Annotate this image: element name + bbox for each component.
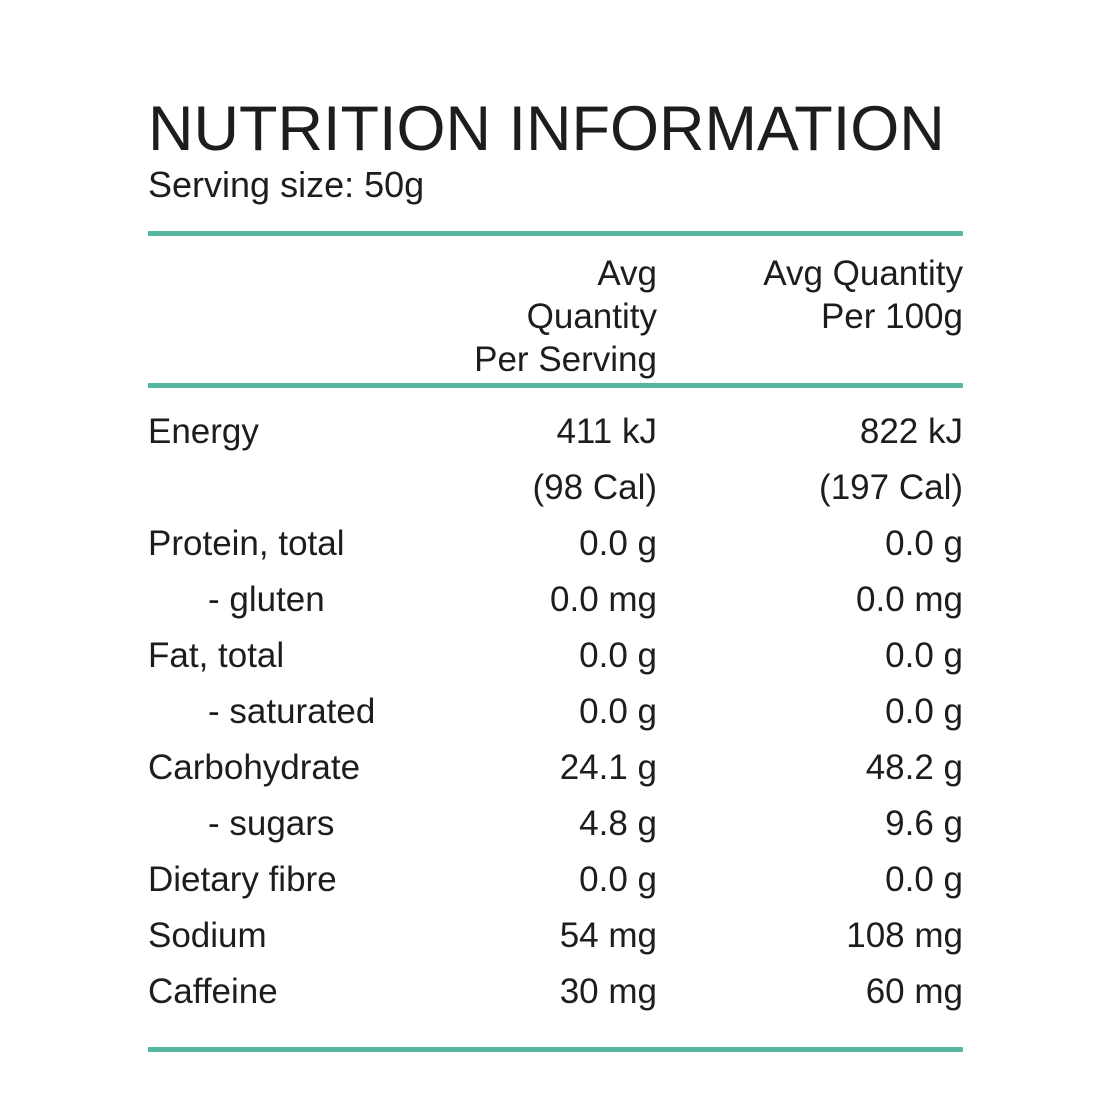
row-value-per-serving: 0.0 mg	[550, 580, 657, 619]
table-row-sugars: - sugars 4.8 g 9.6 g	[148, 796, 963, 852]
row-label: - saturated	[208, 692, 376, 731]
divider-line-top	[148, 231, 963, 236]
row-value-per-100g: 0.0 mg	[856, 580, 963, 619]
column-header-line: Avg Quantity	[763, 254, 963, 293]
row-label: Caffeine	[148, 972, 278, 1011]
table-row-dietary-fibre: Dietary fibre 0.0 g 0.0 g	[148, 852, 963, 908]
column-header-per-serving: Avg Quantity Per Serving	[458, 252, 657, 381]
row-value-per-serving: 0.0 g	[579, 524, 657, 563]
table-row-fat: Fat, total 0.0 g 0.0 g	[148, 628, 963, 684]
row-label: Dietary fibre	[148, 860, 337, 899]
column-header-line: Avg Quantity	[526, 254, 657, 336]
row-label: Protein, total	[148, 524, 345, 563]
serving-size-text: Serving size: 50g	[148, 164, 425, 205]
header-spacer	[148, 252, 458, 381]
row-label: Fat, total	[148, 636, 285, 675]
row-value-per-serving: 411 kJ	[556, 412, 657, 451]
row-value-per-serving: 0.0 g	[579, 636, 657, 675]
table-row-sodium: Sodium 54 mg 108 mg	[148, 908, 963, 964]
table-header-row: Avg Quantity Per Serving Avg Quantity Per …	[148, 236, 963, 383]
row-value-per-100g: 0.0 g	[885, 636, 963, 675]
column-header-line: Per Serving	[474, 340, 657, 379]
row-value-per-serving: (98 Cal)	[532, 468, 657, 507]
table-row-energy: Energy 411 kJ 822 kJ	[148, 404, 963, 460]
column-header-line: Per 100g	[820, 297, 963, 336]
row-label: - sugars	[208, 804, 335, 843]
table-row-gluten: - gluten 0.0 mg 0.0 mg	[148, 572, 963, 628]
column-header-per-100g: Avg Quantity Per 100g	[657, 252, 963, 381]
row-value-per-serving: 54 mg	[559, 916, 657, 955]
row-value-per-100g: 108 mg	[846, 916, 963, 955]
row-value-per-100g: 0.0 g	[885, 860, 963, 899]
row-value-per-100g: 48.2 g	[865, 748, 963, 787]
row-label: Sodium	[148, 916, 267, 955]
table-row-caffeine: Caffeine 30 mg 60 mg	[148, 964, 963, 1020]
row-value-per-100g: 60 mg	[865, 972, 963, 1011]
row-value-per-100g: (197 Cal)	[819, 468, 963, 507]
row-value-per-100g: 9.6 g	[885, 804, 963, 843]
row-label	[148, 460, 458, 516]
page-title: NUTRITION INFORMATION	[148, 94, 945, 164]
row-value-per-serving: 24.1 g	[559, 748, 657, 787]
row-value-per-100g: 0.0 g	[885, 524, 963, 563]
table-body: Energy 411 kJ 822 kJ (98 Cal) (197 Cal) …	[148, 404, 963, 1020]
row-label: Carbohydrate	[148, 748, 361, 787]
table-row-energy-cal: (98 Cal) (197 Cal)	[148, 460, 963, 516]
row-value-per-100g: 822 kJ	[859, 412, 963, 451]
table-row-carbohydrate: Carbohydrate 24.1 g 48.2 g	[148, 740, 963, 796]
row-label: Energy	[148, 412, 259, 451]
row-label: - gluten	[208, 580, 325, 619]
divider-line-bottom	[148, 1047, 963, 1052]
table-row-protein: Protein, total 0.0 g 0.0 g	[148, 516, 963, 572]
divider-line-header	[148, 383, 963, 388]
table-row-saturated: - saturated 0.0 g 0.0 g	[148, 684, 963, 740]
row-value-per-serving: 0.0 g	[579, 692, 657, 731]
row-value-per-100g: 0.0 g	[885, 692, 963, 731]
label-content: NUTRITION INFORMATION Serving size: 50g …	[148, 0, 963, 1052]
row-value-per-serving: 4.8 g	[579, 804, 657, 843]
row-value-per-serving: 0.0 g	[579, 860, 657, 899]
row-value-per-serving: 30 mg	[559, 972, 657, 1011]
